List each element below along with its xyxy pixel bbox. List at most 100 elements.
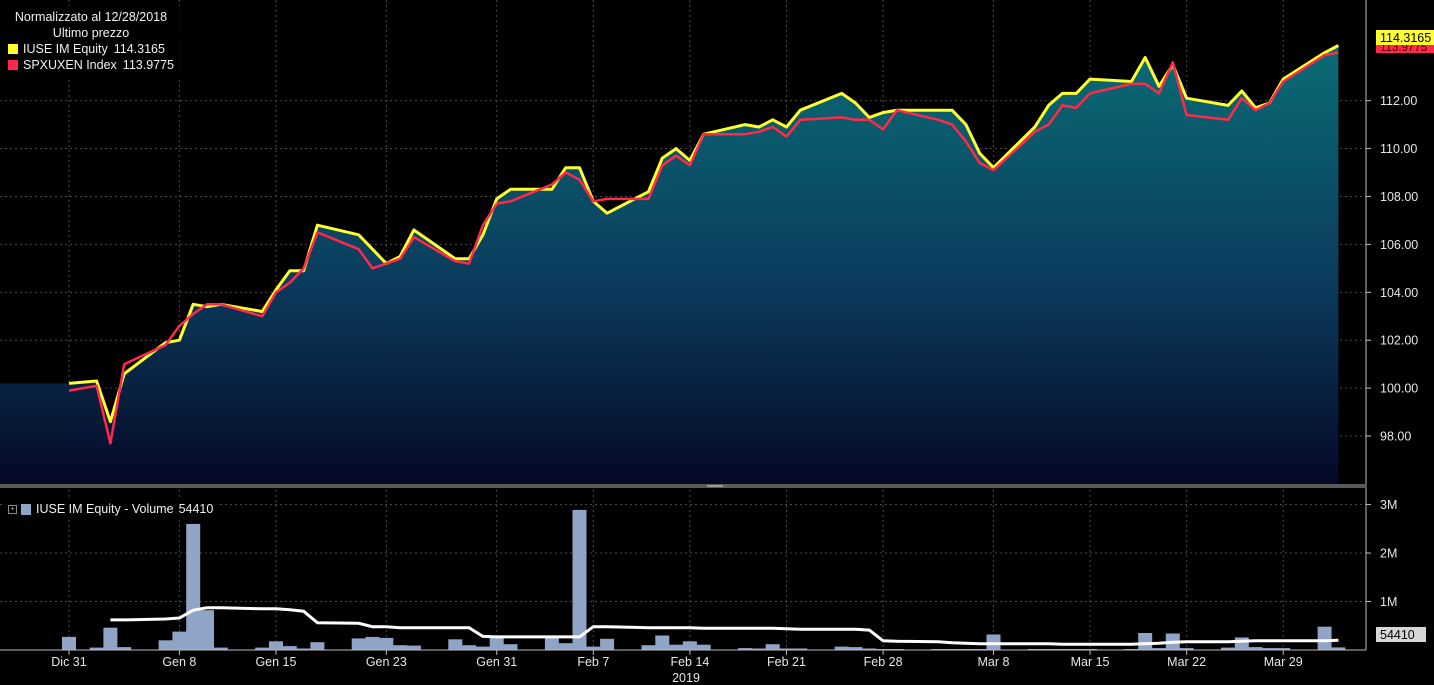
date-tick-label: Gen 23: [366, 655, 407, 669]
volume-bar: [282, 646, 297, 650]
volume-bar: [669, 644, 684, 650]
volume-bar: [655, 635, 670, 650]
date-tick-label: Mar 22: [1167, 655, 1206, 669]
legend-subheader: Ultimo prezzo: [52, 26, 130, 40]
date-tick-label: Gen 31: [476, 655, 517, 669]
price-tick-label: 112.00: [1380, 94, 1417, 108]
volume-bar: [310, 642, 325, 650]
volume-bar: [641, 645, 656, 650]
legend-value-iuse: 114.3165: [113, 42, 165, 56]
expand-icon[interactable]: +: [8, 504, 17, 514]
volume-bar: [1234, 637, 1249, 650]
volume-bar: [62, 636, 76, 650]
divider-handle[interactable]: [707, 485, 723, 487]
volume-bar: [793, 648, 808, 650]
price-area-fill: [0, 45, 1339, 484]
volume-bar: [1331, 647, 1346, 650]
year-label: 2019: [672, 671, 700, 685]
legend-row-iuse[interactable]: IUSE IM Equity 114.3165: [8, 41, 174, 57]
volume-bar: [1221, 647, 1235, 650]
volume-bar: [1262, 648, 1277, 650]
price-tick-label: 102.00: [1380, 334, 1418, 348]
price-legend: Normalizzato al 12/28/2018 Ultimo prezzo…: [3, 6, 181, 77]
volume-average-line: [110, 606, 1339, 646]
legend-label-spx: SPXUXEN Index: [23, 58, 117, 72]
date-tick-label: Feb 28: [864, 655, 903, 669]
volume-bar: [586, 646, 601, 650]
volume-bar: [751, 648, 766, 650]
volume-tag-bg: [1376, 627, 1426, 642]
volume-bar: [213, 647, 228, 650]
volume-bar: [158, 640, 173, 650]
volume-bar: [379, 637, 394, 650]
volume-bar: [475, 646, 490, 650]
volume-bar: [779, 648, 794, 650]
volume-bar: [489, 635, 504, 650]
volume-bar: [269, 641, 283, 650]
price-tag-bg: [1376, 30, 1434, 45]
date-tick-label: Dic 31: [51, 655, 86, 669]
price-tick-label: 104.00: [1380, 286, 1418, 300]
volume-legend-label: IUSE IM Equity - Volume: [36, 502, 174, 516]
last-value-tags: 113.9775 114.3165 54410: [1376, 30, 1434, 642]
volume-bar: [682, 641, 697, 650]
volume-bar: [200, 610, 214, 650]
volume-bar: [572, 509, 587, 650]
price-tick-label: 98.00: [1380, 430, 1411, 444]
volume-bar: [738, 648, 753, 650]
volume-bar: [89, 647, 104, 650]
legend-label-iuse: IUSE IM Equity: [23, 42, 108, 56]
volume-tick-label: 3M: [1380, 498, 1397, 512]
volume-bar: [1276, 648, 1291, 650]
date-tick-label: Mar 15: [1071, 655, 1110, 669]
volume-swatch: [21, 503, 31, 515]
volume-bar: [365, 636, 380, 650]
volume-bars: [62, 509, 1346, 650]
volume-bar: [296, 648, 311, 650]
date-tick-label: Gen 8: [162, 655, 196, 669]
volume-bar: [406, 645, 421, 650]
volume-bar: [462, 645, 477, 650]
legend-header: Normalizzato al 12/28/2018: [14, 10, 168, 24]
legend-value-spx: 113.9775: [122, 58, 175, 72]
date-tick-label: Mar 29: [1264, 655, 1303, 669]
price-tick-label: 106.00: [1380, 238, 1418, 252]
volume-bar: [600, 638, 615, 650]
date-tick-label: Feb 21: [767, 655, 806, 669]
volume-bar: [351, 638, 366, 650]
volume-bar: [1248, 647, 1263, 650]
volume-bar: [848, 647, 863, 650]
price-tick-label: 100.00: [1380, 382, 1418, 396]
date-tick-label: Gen 15: [255, 655, 296, 669]
volume-legend-value: 54410: [178, 502, 214, 516]
volume-bar: [544, 637, 559, 650]
volume-bar: [393, 645, 408, 650]
volume-legend[interactable]: + IUSE IM Equity - Volume 54410: [4, 499, 220, 520]
volume-tick-label: 2M: [1380, 547, 1397, 561]
volume-bar: [1317, 626, 1332, 650]
price-lines: [68, 44, 1340, 445]
legend-swatch-spx: [8, 60, 18, 70]
volume-bar: [558, 643, 573, 650]
panel-divider[interactable]: [0, 484, 1366, 488]
volume-tick-label: 1M: [1380, 595, 1397, 609]
volume-bar: [1138, 633, 1153, 650]
price-tick-label: 108.00: [1380, 190, 1418, 204]
volume-bar: [103, 627, 118, 650]
legend-row-spx[interactable]: SPXUXEN Index 113.9775: [8, 57, 174, 73]
volume-bar: [1179, 648, 1194, 650]
volume-bar: [834, 646, 849, 650]
volume-bar: [862, 648, 877, 650]
volume-bar: [186, 523, 201, 650]
volume-bar: [696, 644, 711, 650]
volume-bar: [503, 644, 518, 650]
volume-bar: [448, 639, 463, 650]
date-tick-label: Mar 8: [977, 655, 1009, 669]
legend-swatch-iuse: [8, 44, 18, 54]
volume-bar: [255, 647, 270, 650]
series-line-spxuxen: [68, 51, 1339, 445]
price-tick-label: 110.00: [1380, 142, 1417, 156]
volume-bar: [172, 631, 187, 650]
